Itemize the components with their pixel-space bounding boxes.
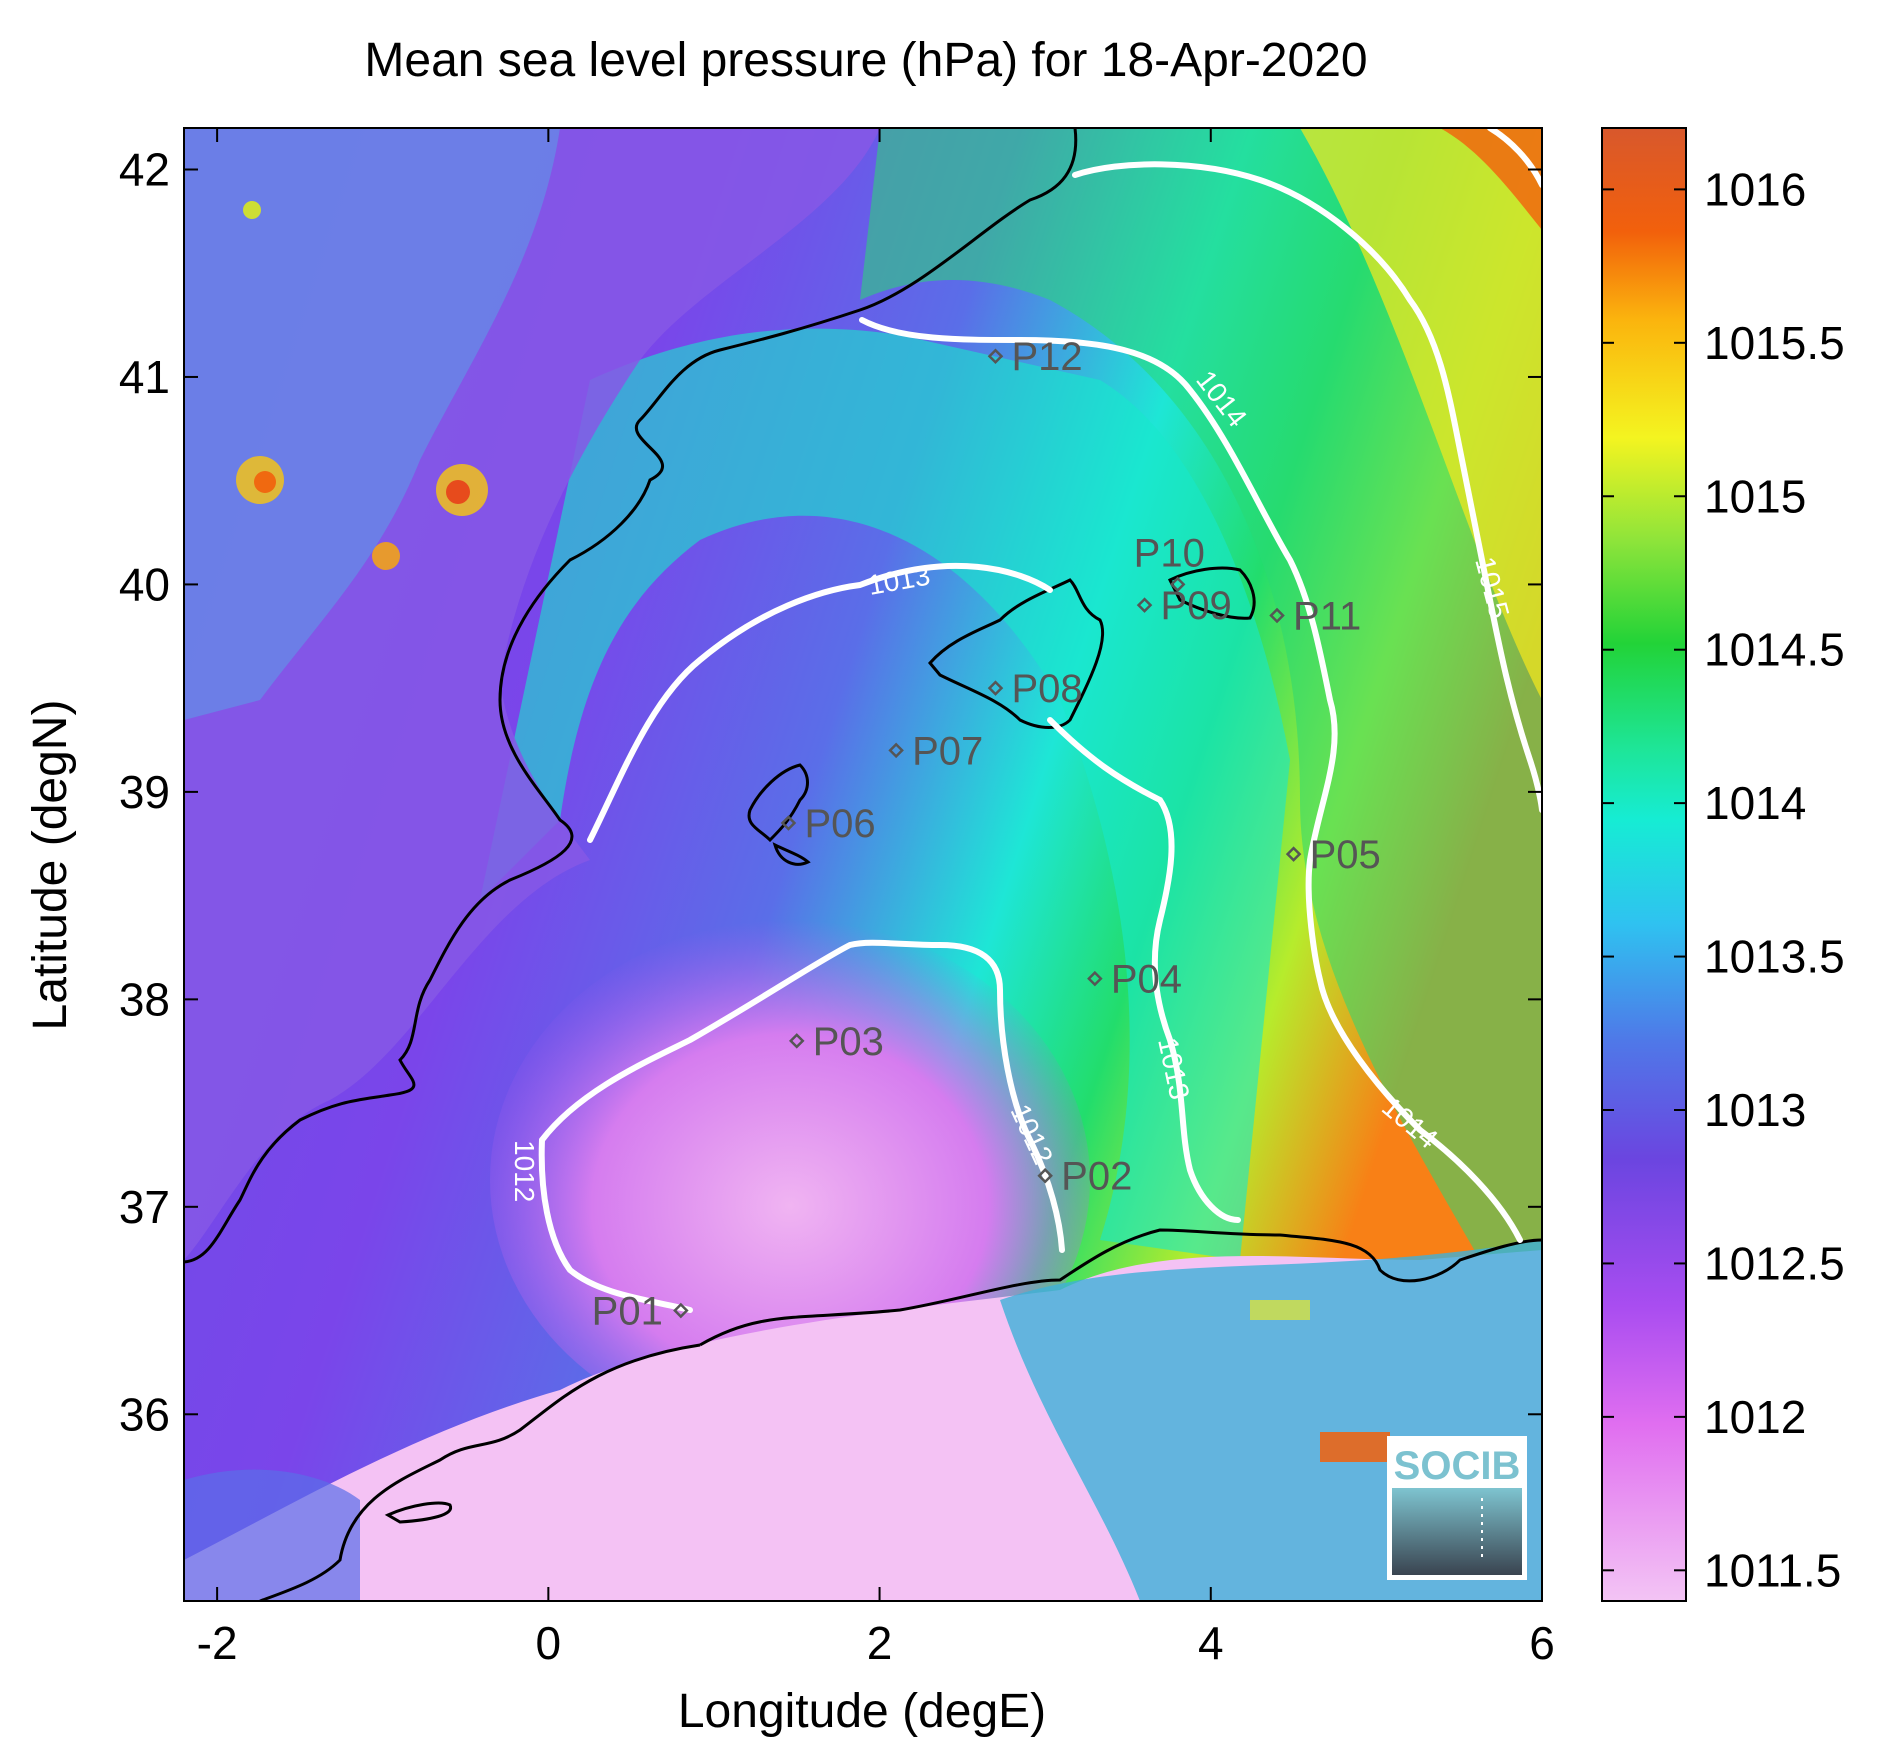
station-p12[interactable]: P12	[987, 335, 1083, 379]
station-marker	[788, 1033, 805, 1049]
station-label: P04	[1111, 958, 1182, 1002]
station-label: P05	[1310, 833, 1381, 877]
colorbar-tick-label: 1015.5	[1704, 317, 1845, 369]
green-yellow-band	[860, 128, 1542, 1260]
colorbar-tick-label: 1012.5	[1704, 1237, 1845, 1289]
colorbar-ticks: 1011.5 1012 1012.5 1013 1013.5 1014 1014.5 1015…	[1602, 163, 1845, 1596]
y-axis-label: Latitude (degN)	[24, 700, 77, 1031]
isobar-1014	[859, 317, 1523, 1243]
station-marker	[888, 742, 904, 759]
land-iberia	[184, 128, 880, 1260]
station-p09[interactable]: P09	[1136, 584, 1232, 628]
x-axis-ticks: -2 0 2 4 6	[197, 128, 1555, 1669]
station-marker	[1136, 597, 1153, 613]
colorbar-tick-label: 1016	[1704, 163, 1806, 215]
station-markers: P01 P02 P03 P04 P05 P06 P07 P08 P09 P10 P11 P12	[592, 335, 1381, 1333]
socib-logo: SOCIB	[1387, 1436, 1527, 1580]
isobar-1012-west	[538, 1137, 693, 1313]
station-label: P11	[1293, 595, 1361, 639]
station-p05[interactable]: P05	[1285, 833, 1381, 877]
station-label: P01	[592, 1290, 663, 1334]
isobar-1013	[587, 562, 1053, 843]
station-marker	[1087, 970, 1103, 987]
chart-title: Mean sea level pressure (hPa) for 18-Apr…	[364, 34, 1367, 87]
station-p11[interactable]: P11	[1269, 595, 1361, 639]
colorbar-tick-label: 1014	[1704, 777, 1806, 829]
x-tick-label: 2	[867, 1617, 893, 1669]
colorbar-tick-label: 1014.5	[1704, 624, 1845, 676]
station-label: P02	[1061, 1155, 1132, 1199]
station-marker	[987, 680, 1004, 696]
y-tick-label: 39	[119, 766, 170, 818]
station-label: P07	[912, 729, 983, 773]
y-tick-label: 42	[119, 143, 170, 195]
logo-text: SOCIB	[1394, 1444, 1521, 1488]
cyan-band	[480, 328, 1290, 1260]
station-marker	[780, 815, 797, 831]
station-label: P12	[1011, 335, 1082, 379]
station-label: P10	[1134, 531, 1205, 575]
land-iberia-texture	[184, 128, 560, 720]
station-label: P09	[1161, 584, 1232, 628]
x-tick-label: -2	[197, 1617, 238, 1669]
station-label: P03	[813, 1020, 884, 1064]
x-tick-label: 6	[1529, 1617, 1555, 1669]
station-p08[interactable]: P08	[987, 667, 1083, 711]
y-tick-label: 40	[119, 558, 170, 610]
isobar-1016	[1487, 128, 1542, 188]
station-marker	[1169, 576, 1186, 593]
colorbar-tick-label: 1012	[1704, 1391, 1806, 1443]
colorbar-tick-label: 1013.5	[1704, 931, 1845, 983]
pressure-field	[184, 128, 1542, 1601]
colorbar	[1601, 127, 1687, 1602]
coastline	[184, 128, 1542, 1601]
plot-frame	[183, 127, 1543, 1602]
y-axis-ticks: 36 37 38 39 40 41 42	[119, 143, 1542, 1440]
y-tick-label: 41	[119, 351, 170, 403]
station-p02[interactable]: P02	[1037, 1155, 1132, 1199]
station-marker	[987, 348, 1004, 364]
y-tick-label: 36	[119, 1388, 170, 1440]
station-p10[interactable]: P10	[1134, 531, 1205, 593]
isobar-1012	[539, 939, 1065, 1253]
colorbar-tick-label: 1011.5	[1704, 1544, 1841, 1596]
station-p07[interactable]: P07	[888, 729, 983, 773]
station-p06[interactable]: P06	[780, 802, 876, 846]
station-marker	[673, 1302, 689, 1319]
x-axis-label: Longitude (degE)	[678, 1685, 1046, 1738]
station-label: P08	[1011, 667, 1082, 711]
high-pressure-red	[1440, 128, 1542, 230]
station-marker	[1269, 607, 1285, 624]
isobar-1013-east	[1047, 717, 1241, 1223]
isobar-1015	[1072, 161, 1542, 813]
isobars	[538, 128, 1542, 1313]
y-tick-label: 37	[119, 1181, 170, 1233]
station-p04[interactable]: P04	[1087, 958, 1182, 1002]
station-marker	[1037, 1167, 1053, 1184]
land-africa-west	[184, 1469, 360, 1601]
x-tick-label: 4	[1198, 1617, 1224, 1669]
x-tick-label: 0	[536, 1617, 562, 1669]
station-marker	[1285, 846, 1302, 862]
station-p03[interactable]: P03	[788, 1020, 884, 1064]
station-label: P06	[804, 802, 875, 846]
colorbar-tick-label: 1015	[1704, 470, 1806, 522]
y-tick-label: 38	[119, 973, 170, 1025]
colorbar-tick-label: 1013	[1704, 1084, 1806, 1136]
station-p01[interactable]: P01	[592, 1290, 689, 1334]
contour-label: 1012	[509, 1140, 540, 1202]
